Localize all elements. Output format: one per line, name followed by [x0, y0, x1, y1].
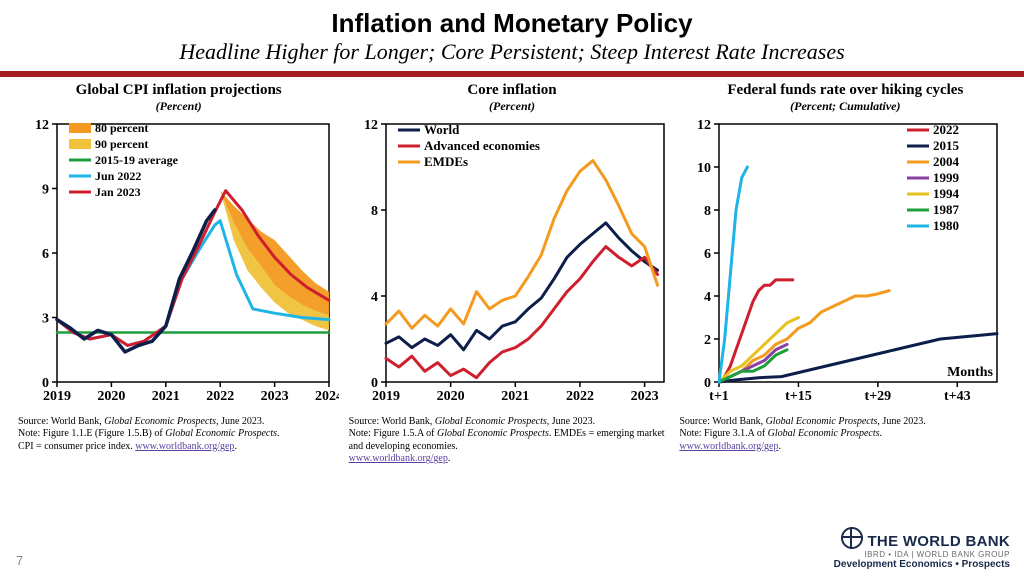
chart-cpi: 03691220192020202120222023202480 percent… — [19, 114, 339, 414]
svg-text:8: 8 — [704, 204, 711, 219]
panel-core-subtitle: (Percent) — [489, 99, 535, 114]
svg-text:12: 12 — [364, 118, 378, 133]
chart-fed: 024681012t+1t+15t+29t+43Months2022201520… — [685, 114, 1005, 414]
svg-text:2023: 2023 — [260, 389, 288, 404]
source-core: Source: World Bank, Global Economic Pros… — [349, 416, 680, 466]
svg-text:t+15: t+15 — [785, 389, 812, 404]
svg-text:4: 4 — [371, 290, 378, 305]
svg-text:2022: 2022 — [566, 389, 594, 404]
svg-text:2023: 2023 — [631, 389, 659, 404]
svg-text:Advanced economies: Advanced economies — [424, 138, 540, 153]
svg-text:90 percent: 90 percent — [95, 137, 148, 151]
panel-cpi: Global CPI inflation projections (Percen… — [14, 83, 343, 414]
source-cpi: Source: World Bank, Global Economic Pros… — [18, 416, 349, 466]
svg-text:2021: 2021 — [151, 389, 179, 404]
footer-bank: THE WORLD BANK — [867, 533, 1010, 550]
source-fed: Source: World Bank, Global Economic Pros… — [679, 416, 1010, 466]
svg-text:4: 4 — [704, 290, 711, 305]
svg-text:2022: 2022 — [933, 122, 959, 137]
svg-text:12: 12 — [697, 118, 711, 133]
panel-core-title: Core inflation — [467, 83, 556, 99]
svg-text:6: 6 — [42, 247, 49, 262]
panel-cpi-subtitle: (Percent) — [156, 99, 202, 114]
chart-core: 0481220192020202120222023WorldAdvanced e… — [352, 114, 672, 414]
panel-fed-subtitle: (Percent; Cumulative) — [790, 99, 900, 114]
footer-line2: Development Economics • Prospects — [834, 559, 1010, 570]
svg-text:EMDEs: EMDEs — [424, 154, 468, 169]
svg-text:t+43: t+43 — [944, 389, 971, 404]
footer-line1: IBRD • IDA | WORLD BANK GROUP — [834, 550, 1010, 559]
panel-fed: Federal funds rate over hiking cycles (P… — [681, 83, 1010, 414]
svg-text:Months: Months — [947, 365, 993, 380]
svg-text:2015-19 average: 2015-19 average — [95, 153, 179, 167]
sources-row: Source: World Bank, Global Economic Pros… — [0, 414, 1024, 466]
slide-subtitle: Headline Higher for Longer; Core Persist… — [0, 39, 1024, 71]
svg-text:2019: 2019 — [372, 389, 400, 404]
panel-core: Core inflation (Percent) 048122019202020… — [347, 83, 676, 414]
svg-text:2024: 2024 — [315, 389, 339, 404]
svg-text:2020: 2020 — [97, 389, 125, 404]
svg-text:2020: 2020 — [437, 389, 465, 404]
svg-text:Jun 2022: Jun 2022 — [95, 169, 141, 183]
svg-text:t+29: t+29 — [865, 389, 892, 404]
svg-text:1980: 1980 — [933, 218, 959, 233]
svg-text:2021: 2021 — [501, 389, 529, 404]
svg-text:2015: 2015 — [933, 138, 960, 153]
slide-title: Inflation and Monetary Policy — [0, 0, 1024, 39]
globe-icon — [841, 527, 863, 549]
svg-text:10: 10 — [697, 161, 711, 176]
svg-text:80 percent: 80 percent — [95, 121, 148, 135]
svg-text:6: 6 — [704, 247, 711, 262]
svg-text:2019: 2019 — [43, 389, 71, 404]
footer-branding: THE WORLD BANK IBRD • IDA | WORLD BANK G… — [834, 527, 1010, 570]
svg-text:1999: 1999 — [933, 170, 960, 185]
svg-text:2004: 2004 — [933, 154, 960, 169]
svg-text:3: 3 — [42, 311, 49, 326]
svg-text:9: 9 — [42, 182, 49, 197]
svg-text:t+1: t+1 — [709, 389, 729, 404]
svg-text:1987: 1987 — [933, 202, 960, 217]
svg-text:12: 12 — [35, 118, 49, 133]
svg-text:2022: 2022 — [206, 389, 234, 404]
svg-text:8: 8 — [371, 204, 378, 219]
charts-row: Global CPI inflation projections (Percen… — [0, 77, 1024, 414]
svg-text:2: 2 — [704, 333, 711, 348]
panel-cpi-title: Global CPI inflation projections — [76, 83, 282, 99]
svg-text:Jan 2023: Jan 2023 — [95, 185, 141, 199]
panel-fed-title: Federal funds rate over hiking cycles — [727, 83, 963, 99]
page-number: 7 — [16, 553, 23, 568]
svg-text:1994: 1994 — [933, 186, 960, 201]
svg-text:World: World — [424, 122, 460, 137]
